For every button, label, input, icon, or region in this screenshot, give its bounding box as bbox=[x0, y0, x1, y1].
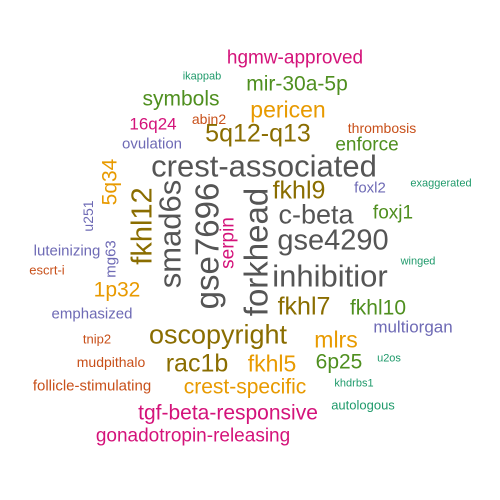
word-serpin: serpin bbox=[217, 217, 239, 269]
word-u2os: u2os bbox=[377, 352, 401, 365]
word-khdrbs1: khdrbs1 bbox=[334, 377, 374, 390]
word-ikappab: ikappab bbox=[182, 70, 222, 83]
word-gonadotropin-releasing: gonadotropin-releasing bbox=[95, 425, 291, 447]
word-5q34: 5q34 bbox=[98, 158, 122, 206]
word-crest-associated: crest-associated bbox=[151, 148, 377, 184]
word-1p32: 1p32 bbox=[93, 278, 141, 302]
word-escrt-i: escrt-i bbox=[29, 262, 65, 278]
word-multiorgan: multiorgan bbox=[373, 317, 453, 337]
word-exaggerated: exaggerated bbox=[410, 177, 472, 190]
word-forkhead: forkhead bbox=[237, 187, 275, 317]
word-oscopyright: oscopyright bbox=[148, 319, 288, 350]
word-thrombosis: thrombosis bbox=[347, 120, 417, 136]
word-crest-specific: crest-specific bbox=[183, 375, 307, 399]
word-symbols: symbols bbox=[142, 87, 220, 111]
word-abin2: abin2 bbox=[191, 111, 227, 127]
word-mg63: mg63 bbox=[102, 240, 120, 278]
word-follicle-stimulating: follicle-stimulating bbox=[32, 377, 152, 395]
word-gse4290: gse4290 bbox=[277, 224, 389, 257]
word-autologous: autologous bbox=[331, 397, 395, 413]
word-mlrs: mlrs bbox=[314, 326, 358, 353]
word-tnip2: tnip2 bbox=[82, 331, 112, 347]
word-pericen: pericen bbox=[250, 96, 326, 123]
word-foxj1: foxj1 bbox=[372, 202, 414, 224]
word-fkhl5: fkhl5 bbox=[247, 350, 297, 377]
word-u251: u251 bbox=[80, 200, 96, 232]
word-rac1b: rac1b bbox=[165, 349, 229, 378]
word-fkhl9: fkhl9 bbox=[272, 176, 326, 205]
word-enforce: enforce bbox=[335, 134, 399, 156]
word-16q24: 16q24 bbox=[129, 114, 177, 134]
word-mudpithalo: mudpithalo bbox=[76, 354, 146, 370]
word-fkhl7: fkhl7 bbox=[277, 292, 331, 321]
word-emphasized: emphasized bbox=[51, 305, 133, 323]
word-ovulation: ovulation bbox=[121, 135, 183, 153]
word-6p25: 6p25 bbox=[315, 350, 363, 374]
word-mir-30a-5p: mir-30a-5p bbox=[246, 72, 348, 96]
word-foxl2: foxl2 bbox=[354, 179, 386, 197]
word-tgf-beta-responsive: tgf-beta-responsive bbox=[138, 401, 318, 425]
word-smad6s: smad6s bbox=[152, 179, 188, 289]
word-inhibitior: inhibitior bbox=[272, 258, 388, 294]
word-5q12-q13: 5q12-q13 bbox=[205, 119, 311, 148]
word-winged: winged bbox=[400, 255, 436, 268]
word-luteinizing: luteinizing bbox=[33, 242, 101, 260]
word-fkhl10: fkhl10 bbox=[349, 296, 407, 320]
word-c-beta: c-beta bbox=[278, 199, 354, 230]
word-hgmw-approved: hgmw-approved bbox=[226, 47, 364, 69]
